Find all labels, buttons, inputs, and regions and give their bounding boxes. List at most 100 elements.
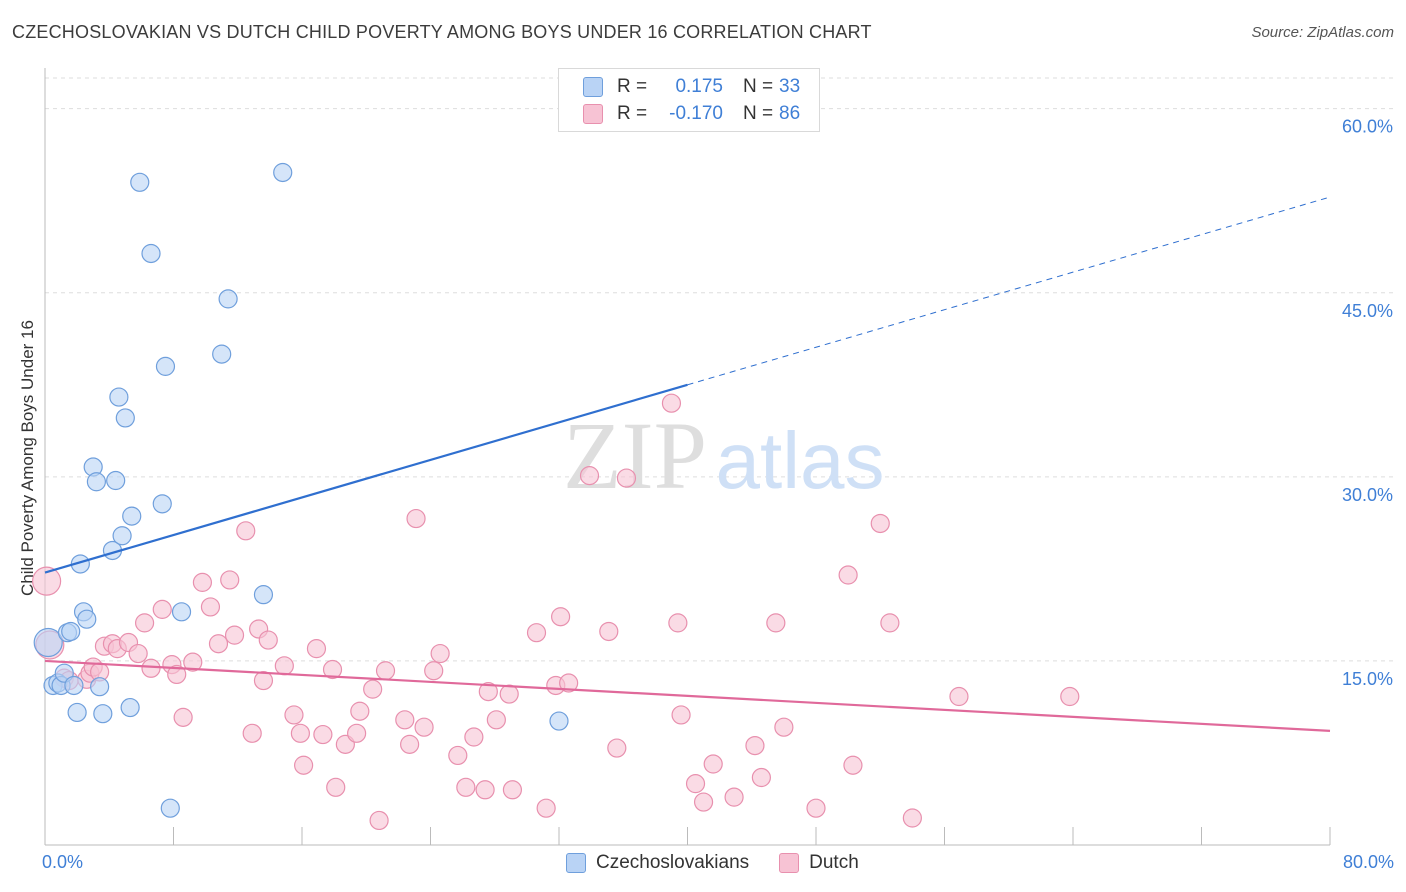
dutch-point	[313, 724, 333, 745]
legend-r-value: 0.175	[675, 76, 723, 97]
dutch-point	[766, 613, 786, 633]
dutch-point	[141, 658, 161, 678]
dutch-point	[128, 643, 148, 664]
x-tick-min: 0.0%	[42, 852, 84, 872]
dutch-point	[1060, 686, 1080, 707]
czechoslovakian-point	[120, 697, 140, 718]
series-legend: Czechoslovakians Dutch	[566, 852, 889, 874]
czechoslovakian-point	[152, 494, 172, 514]
dutch-point	[220, 570, 240, 590]
trend-lines	[44, 196, 1331, 732]
dutch-point	[369, 810, 389, 831]
czechoslovakian-point	[109, 387, 129, 407]
czechoslovakian-point	[155, 356, 176, 376]
dutch-point	[693, 792, 714, 812]
legend-n-label: N =	[743, 76, 774, 97]
legend-swatch-blue	[583, 77, 603, 97]
dutch-point	[607, 738, 627, 758]
y-tick-label: 60.0%	[1342, 117, 1393, 137]
czechoslovakian-point	[212, 344, 232, 364]
dutch-point	[559, 673, 579, 693]
dutch-point	[448, 745, 468, 766]
source-credit: Source: ZipAtlas.com	[1251, 24, 1394, 41]
czechoslovakian-point	[115, 408, 135, 428]
dutch-point	[430, 643, 450, 664]
legend-r-value: -0.170	[669, 103, 723, 124]
legend-item-czechoslovakians[interactable]: Czechoslovakians	[566, 852, 749, 874]
dutch-point	[326, 777, 346, 797]
dutch-point	[274, 656, 294, 676]
dutch-point	[475, 780, 495, 800]
dutch-point	[322, 659, 343, 680]
dutch-point	[290, 723, 310, 743]
dutch-point	[579, 466, 600, 486]
dutch-point	[551, 607, 571, 627]
dutch-point	[870, 513, 890, 534]
dutch-point	[668, 613, 688, 633]
legend-item-dutch[interactable]: Dutch	[779, 852, 859, 874]
x-tick-max: 80.0%	[1342, 852, 1394, 872]
dutch-point	[685, 774, 706, 794]
dutch-point	[806, 798, 826, 818]
dutch-point	[208, 634, 229, 654]
dutch-point	[464, 727, 484, 747]
dutch-point	[400, 734, 420, 754]
legend-row-dutch: R = -0.170 N = 86	[583, 102, 800, 126]
czechoslovakian-point	[77, 609, 97, 629]
legend-r-label: R =	[617, 76, 648, 97]
dutch-point	[536, 798, 556, 818]
dutch-point	[616, 468, 637, 488]
czechoslovakian-point	[160, 798, 180, 818]
czechoslovakian-point	[86, 472, 107, 492]
dutch-point	[200, 597, 221, 617]
czechoslovakian-point	[106, 470, 126, 491]
dutch-point	[703, 754, 723, 774]
czechoslovakian-point	[33, 627, 63, 658]
czechoslovakian-point	[93, 704, 113, 724]
dutch-point	[258, 630, 278, 650]
czechoslovakian-trend-extension	[687, 196, 1331, 386]
dutch-point	[902, 808, 922, 828]
czechoslovakian-point	[122, 506, 142, 526]
legend-swatch-pink	[779, 853, 800, 873]
dutch-point	[224, 625, 245, 645]
legend-swatch-blue	[566, 853, 586, 873]
dutch-point	[192, 572, 213, 592]
dutch-point	[414, 717, 434, 737]
dutch-trend-line	[44, 659, 1331, 732]
dutch-point	[395, 710, 415, 730]
dutch-point	[502, 780, 523, 800]
czechoslovakian-point	[253, 585, 274, 605]
dutch-point	[724, 787, 744, 807]
dutch-point	[242, 723, 262, 743]
watermark-zip: ZIP	[563, 402, 707, 509]
dutch-point	[167, 664, 187, 685]
axes	[44, 68, 1331, 846]
dutch-point	[661, 393, 682, 413]
czechoslovakian-point	[64, 675, 84, 696]
dutch-point	[774, 717, 794, 737]
czechoslovakian-point	[90, 677, 110, 697]
legend-n-label: N =	[743, 103, 774, 124]
czechoslovakian-point	[67, 702, 87, 723]
dutch-point	[347, 723, 367, 743]
gridlines	[45, 77, 1395, 662]
czechoslovakian-point	[171, 602, 192, 622]
dutch-point	[745, 735, 765, 756]
dutch-point	[284, 705, 304, 725]
dutch-point	[236, 521, 256, 541]
dutch-point	[838, 565, 858, 585]
legend-label-czechoslovakians: Czechoslovakians	[596, 852, 750, 873]
dutch-point	[499, 684, 519, 704]
stats-legend: R = 0.175 N = 33 R = -0.170 N = 86	[558, 68, 820, 132]
czechoslovakian-point	[130, 172, 150, 192]
dutch-point	[456, 777, 476, 797]
dutch-point	[599, 621, 619, 642]
legend-row-czechoslovakians: R = 0.175 N = 33	[583, 75, 800, 99]
dutch-point	[671, 705, 691, 725]
dutch-point	[253, 670, 274, 691]
dutch-point	[424, 661, 444, 681]
czechoslovakian-points	[33, 162, 569, 818]
czechoslovakian-point	[112, 526, 132, 546]
